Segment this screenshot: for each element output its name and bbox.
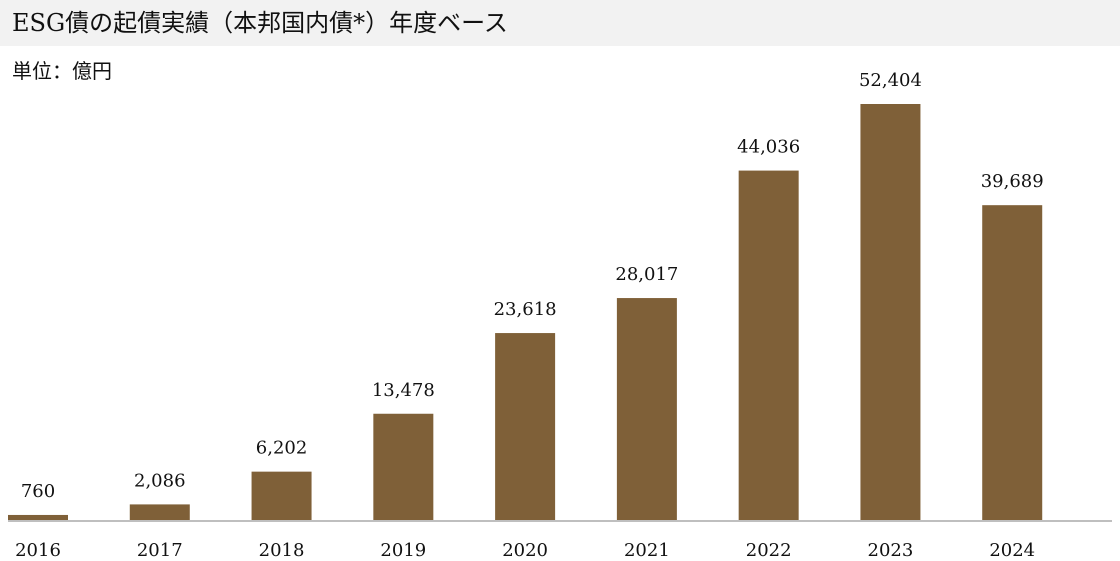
bar-2024 — [982, 205, 1043, 521]
x-tick-label-2018: 2018 — [259, 540, 305, 561]
value-label-2022: 44,036 — [737, 137, 800, 158]
chart-title: ESG債の起債実績（本邦国内債*）年度ベース — [12, 9, 508, 37]
bar-2021 — [616, 298, 677, 521]
value-label-2017: 2,086 — [134, 470, 186, 491]
x-tick-label-2024: 2024 — [989, 540, 1035, 561]
value-label-2023: 52,404 — [859, 70, 922, 91]
bar-2019 — [373, 413, 434, 521]
x-tick-label-2021: 2021 — [624, 540, 670, 561]
value-label-2018: 6,202 — [256, 438, 308, 459]
bar-2018 — [251, 471, 312, 521]
x-tick-label-2020: 2020 — [502, 540, 548, 561]
bar-2023 — [860, 104, 921, 521]
bars-group — [8, 104, 1043, 521]
x-tick-label-2016: 2016 — [15, 540, 61, 561]
x-tick-label-2019: 2019 — [380, 540, 426, 561]
bar-2020 — [495, 333, 556, 521]
value-label-2019: 13,478 — [372, 380, 435, 401]
unit-label: 単位：億円 — [12, 59, 112, 83]
value-label-2016: 760 — [21, 481, 55, 502]
value-label-2021: 28,017 — [615, 264, 678, 285]
value-label-2024: 39,689 — [981, 171, 1044, 192]
x-tick-label-2017: 2017 — [137, 540, 183, 561]
bar-2022 — [738, 170, 799, 521]
bar-2017 — [129, 504, 190, 521]
bar-2016 — [8, 514, 68, 521]
x-tick-label-2022: 2022 — [746, 540, 792, 561]
value-label-2020: 23,618 — [494, 299, 557, 320]
title-bar: ESG債の起債実績（本邦国内債*）年度ベース — [0, 0, 1120, 46]
x-tick-label-2023: 2023 — [868, 540, 914, 561]
labels-group: 760 2016 2,086 2017 6,202 2018 13,478 2019 23,61… — [15, 70, 1044, 561]
